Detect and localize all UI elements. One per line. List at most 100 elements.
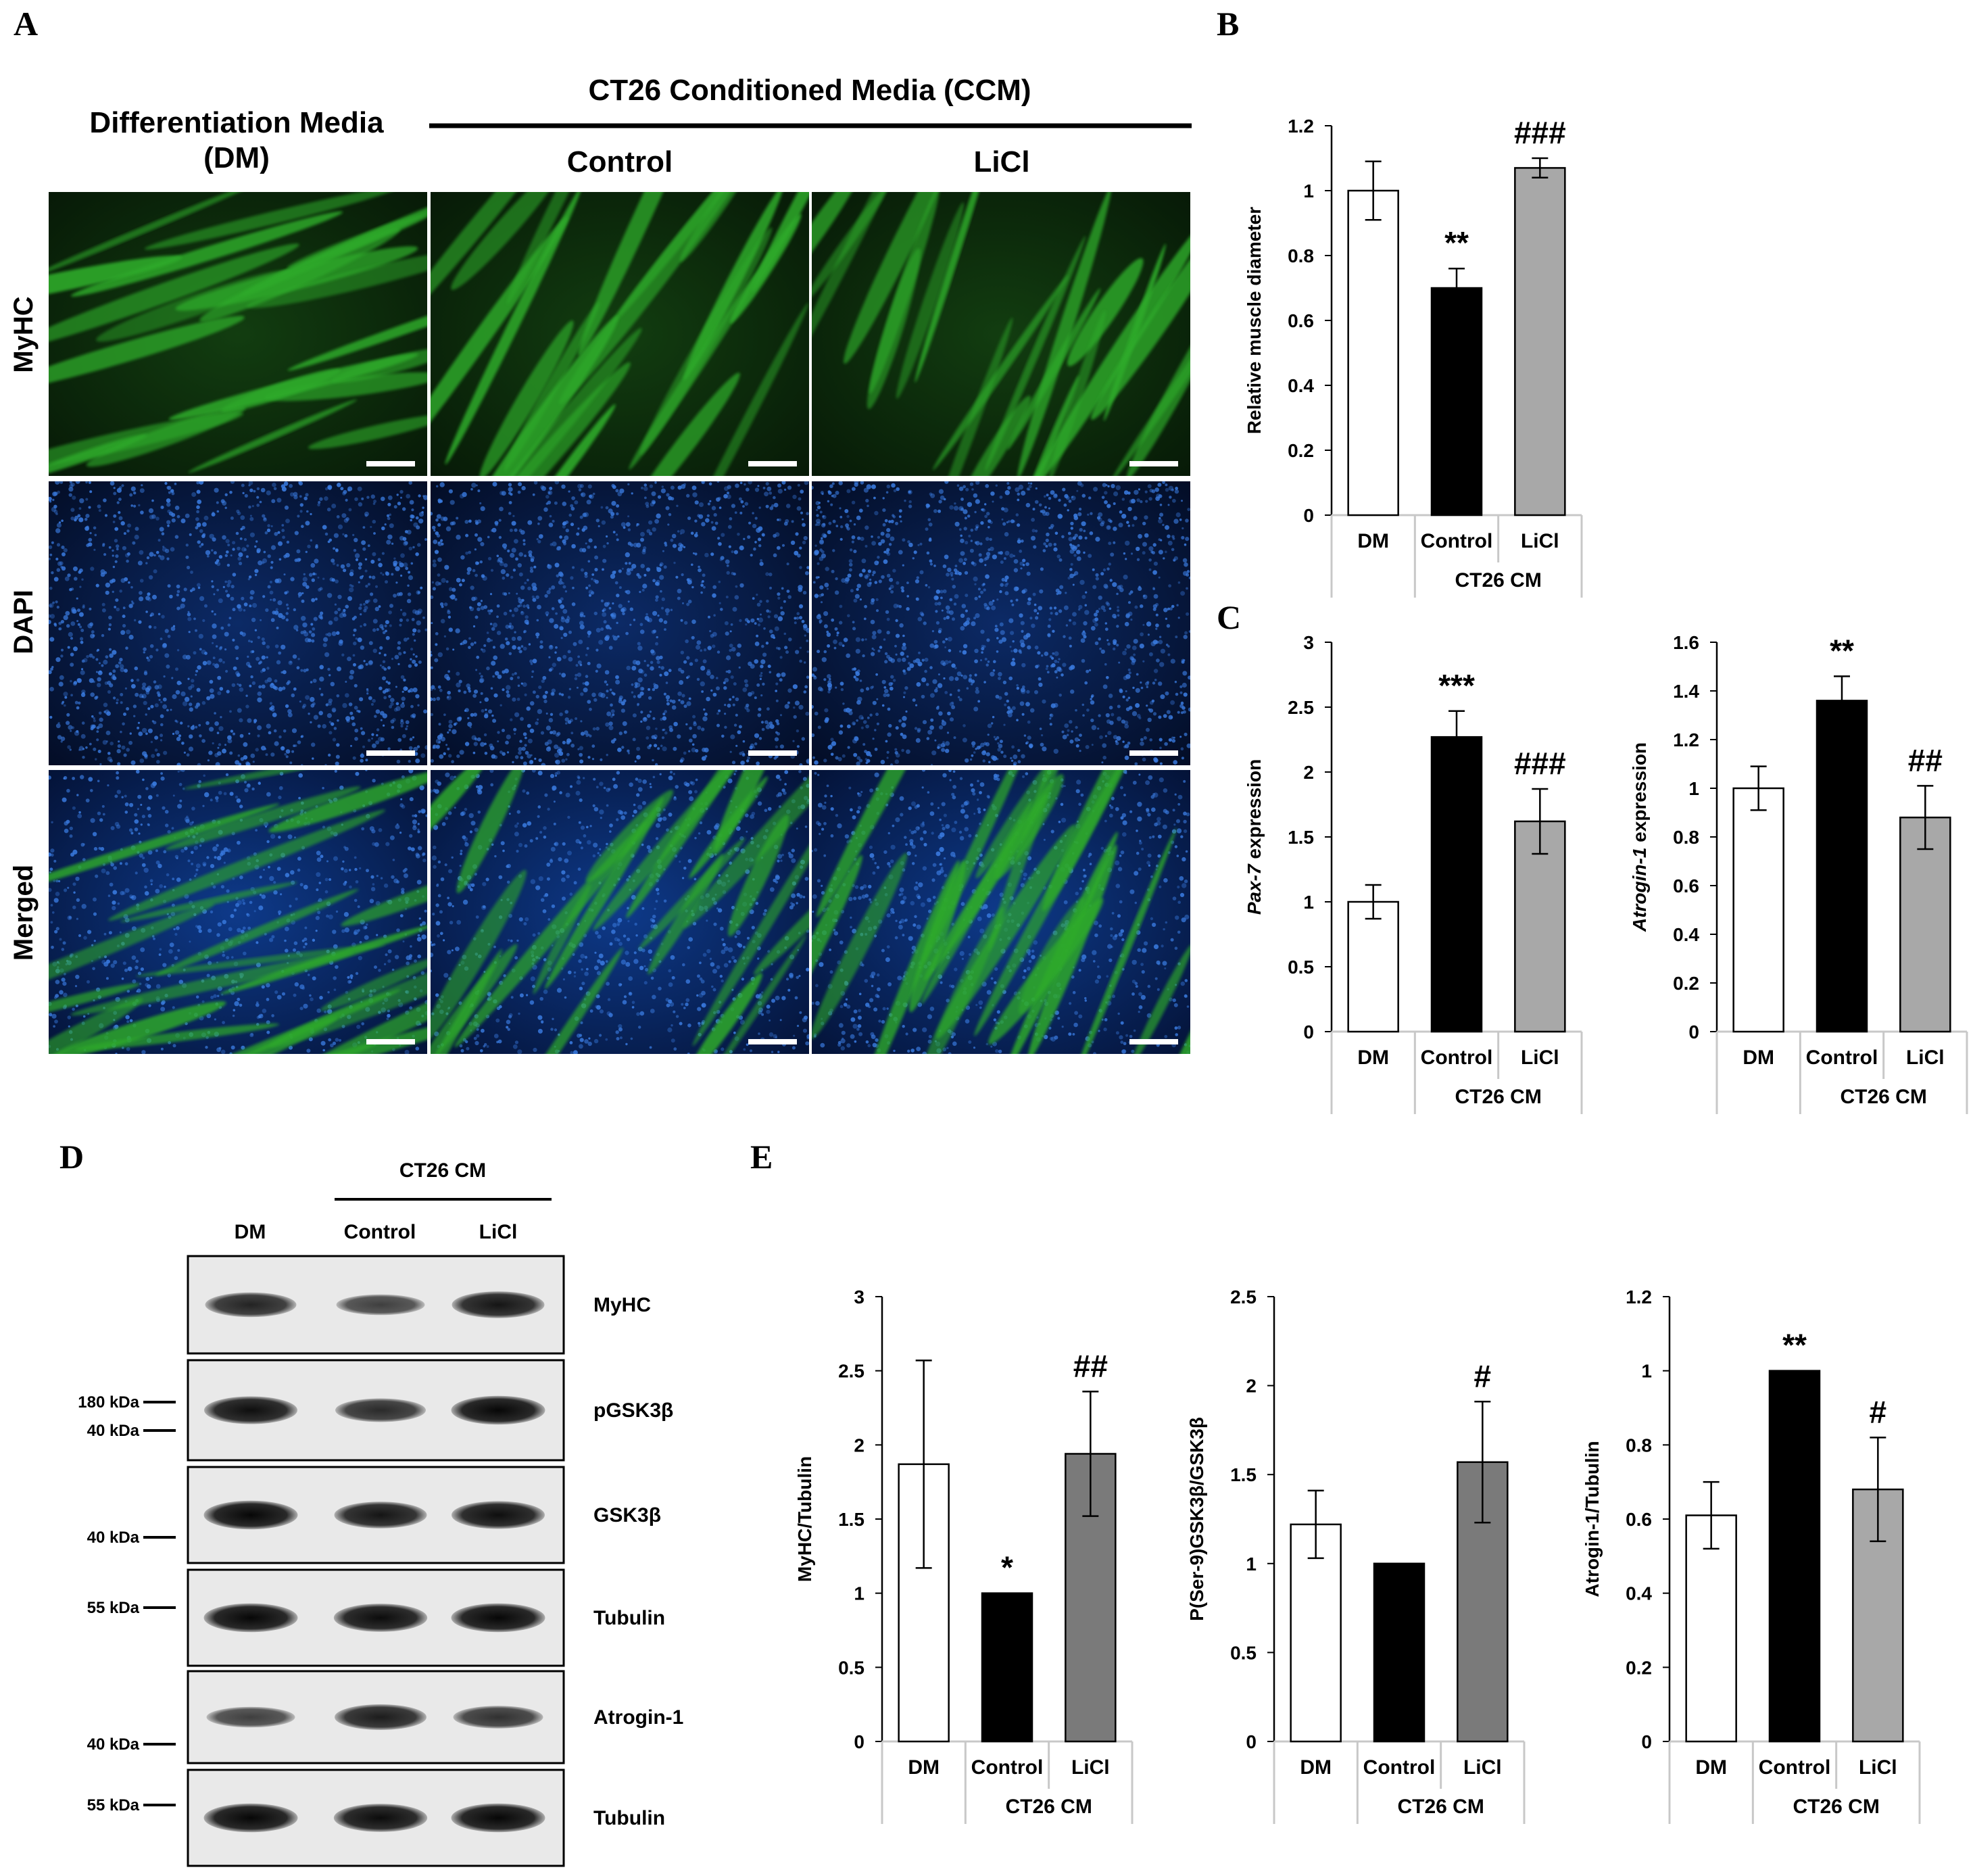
y-tick-label: 1.4	[1673, 681, 1699, 702]
micrograph-dapi-control	[431, 481, 809, 765]
y-tick-label: 1.6	[1673, 632, 1699, 653]
significance-label: #	[1474, 1358, 1492, 1393]
wb-strip-6: Tubulin 55 kDa	[87, 1769, 665, 1867]
y-tick-label: 0	[1641, 1731, 1652, 1752]
header-ccm: CT26 Conditioned Media (CCM)	[588, 74, 1031, 107]
scale-bar	[366, 750, 415, 756]
bar-control	[1768, 1370, 1821, 1743]
bar-control	[1373, 1562, 1426, 1743]
y-tick-label: 0.4	[1626, 1583, 1652, 1604]
y-tick-label: 0.2	[1626, 1657, 1652, 1678]
y-axis-label: P(Ser-9)GSK3β/GSK3β	[1186, 1417, 1207, 1621]
wb-strip-1: MyHC 180 kDa	[78, 1255, 651, 1412]
y-tick-label: 0.2	[1673, 973, 1699, 994]
y-tick-label: 2.5	[1230, 1286, 1257, 1307]
header-dm-line1: Differentiation Media	[89, 106, 384, 139]
header-control: Control	[567, 145, 673, 178]
chart-e2: 0 0.5 1 1.5 2 2.5 CT26 CM DM Control LiCl # P(Ser-9…	[1186, 1286, 1526, 1824]
wb-band	[204, 1396, 297, 1424]
y-axis-label: Relative muscle diameter	[1244, 207, 1265, 434]
y-tick-label: 3	[854, 1286, 864, 1307]
bar-control	[1430, 736, 1483, 1033]
scale-bar	[366, 461, 415, 466]
category-label: LiCl	[1463, 1756, 1502, 1779]
y-tick-label: 0.2	[1288, 440, 1314, 461]
bar-dm	[1290, 1523, 1342, 1743]
chart-e3: 0 0.2 0.4 0.6 0.8 1 1.2 CT26 CM DM Control ** LiCl #…	[1582, 1286, 1921, 1824]
y-tick-label: 0.5	[1230, 1642, 1257, 1663]
group-label: CT26 CM	[1455, 569, 1541, 592]
scale-bar	[1129, 461, 1178, 466]
y-tick-label: 3	[1303, 632, 1314, 653]
row-label-merged: Merged	[9, 865, 39, 961]
wb-marker-label: 180 kDa	[78, 1393, 139, 1412]
wb-protein-label: Tubulin	[593, 1807, 665, 1829]
wb-band	[452, 1291, 545, 1318]
chart-e1: 0 0.5 1 1.5 2 2.5 3 CT26 CM DM Control * LiCl ## MyHC…	[794, 1286, 1134, 1824]
wb-protein-label: MyHC	[593, 1294, 651, 1316]
chart-b: 0 0.2 0.4 0.6 0.8 1 1.2 CT26 CM DM Control ** LiCl #…	[1244, 115, 1583, 598]
significance-label: ###	[1514, 746, 1566, 781]
y-tick-label: 1	[1246, 1554, 1257, 1574]
micrograph-myhc-licl	[812, 192, 1190, 476]
category-label: Control	[971, 1756, 1044, 1779]
wb-band	[336, 1294, 425, 1316]
wb-marker-label: 55 kDa	[87, 1599, 140, 1617]
wb-band	[335, 1398, 426, 1422]
significance-label: **	[1444, 225, 1469, 260]
header-licl: LiCl	[973, 145, 1029, 178]
significance-label: ###	[1514, 115, 1566, 150]
y-tick-label: 0.8	[1626, 1435, 1652, 1456]
scale-bar	[1129, 750, 1178, 756]
wb-strip-4: Tubulin 55 kDa	[87, 1568, 665, 1667]
wb-lane-dm: DM	[235, 1221, 266, 1243]
significance-label: *	[1001, 1550, 1013, 1585]
y-tick-label: 2.5	[1288, 697, 1314, 718]
y-tick-label: 0.6	[1673, 875, 1699, 896]
charts: 0 0.2 0.4 0.6 0.8 1 1.2 CT26 CM DM Control ** LiCl #…	[794, 115, 1968, 1824]
wb-marker-label: 40 kDa	[87, 1735, 140, 1754]
y-tick-label: 1.5	[838, 1509, 864, 1530]
y-tick-label: 0.6	[1626, 1509, 1652, 1530]
row-label-dapi: DAPI	[9, 590, 39, 654]
y-tick-label: 1.5	[1230, 1464, 1257, 1485]
micro-headers: CT26 Conditioned Media (CCM) Differentia…	[89, 74, 1192, 178]
y-tick-label: 2	[854, 1435, 864, 1456]
y-tick-label: 2	[1303, 762, 1314, 783]
y-tick-label: 2.5	[838, 1361, 864, 1382]
wb-strip-5: Atrogin-1 40 kDa	[87, 1670, 683, 1764]
wb-band	[451, 1603, 545, 1633]
group-label: CT26 CM	[1397, 1796, 1484, 1818]
micrograph-myhc-control	[431, 192, 809, 476]
significance-label: **	[1830, 633, 1854, 668]
wb-band	[452, 1501, 545, 1529]
category-label: Control	[1759, 1756, 1831, 1779]
scale-bar	[366, 1039, 415, 1044]
chart-c1: 0 0.5 1 1.5 2 2.5 3 CT26 CM DM Control *** LiCl ### P…	[1244, 632, 1583, 1114]
micrograph-dapi-dm	[49, 481, 427, 765]
y-tick-label: 0	[1688, 1021, 1699, 1042]
y-axis-label: Atrogin-1/Tubulin	[1582, 1441, 1603, 1597]
wb-band	[335, 1704, 427, 1730]
y-tick-label: 2	[1246, 1376, 1257, 1397]
y-tick-label: 0.8	[1673, 827, 1699, 848]
micrograph-merged-licl	[812, 770, 1190, 1054]
panel-letter-d: D	[59, 1138, 84, 1176]
wb-band	[205, 1292, 297, 1318]
micrograph-merged-dm	[49, 770, 427, 1054]
panel-letter-a: A	[14, 5, 38, 43]
bar-licl	[1514, 820, 1566, 1033]
bar-dm	[1347, 900, 1399, 1033]
micrograph-dapi-licl	[812, 481, 1190, 765]
bar-control	[1816, 700, 1868, 1033]
category-label: Control	[1421, 1047, 1493, 1069]
y-tick-label: 0	[1303, 1021, 1314, 1042]
micro-row-labels: MyHC DAPI Merged	[9, 296, 39, 961]
wb-band	[453, 1706, 543, 1729]
wb-band	[334, 1501, 427, 1529]
wb-marker-label: 40 kDa	[87, 1422, 140, 1440]
group-label: CT26 CM	[1793, 1796, 1879, 1818]
category-label: Control	[1363, 1756, 1436, 1779]
scale-bar	[748, 461, 797, 466]
